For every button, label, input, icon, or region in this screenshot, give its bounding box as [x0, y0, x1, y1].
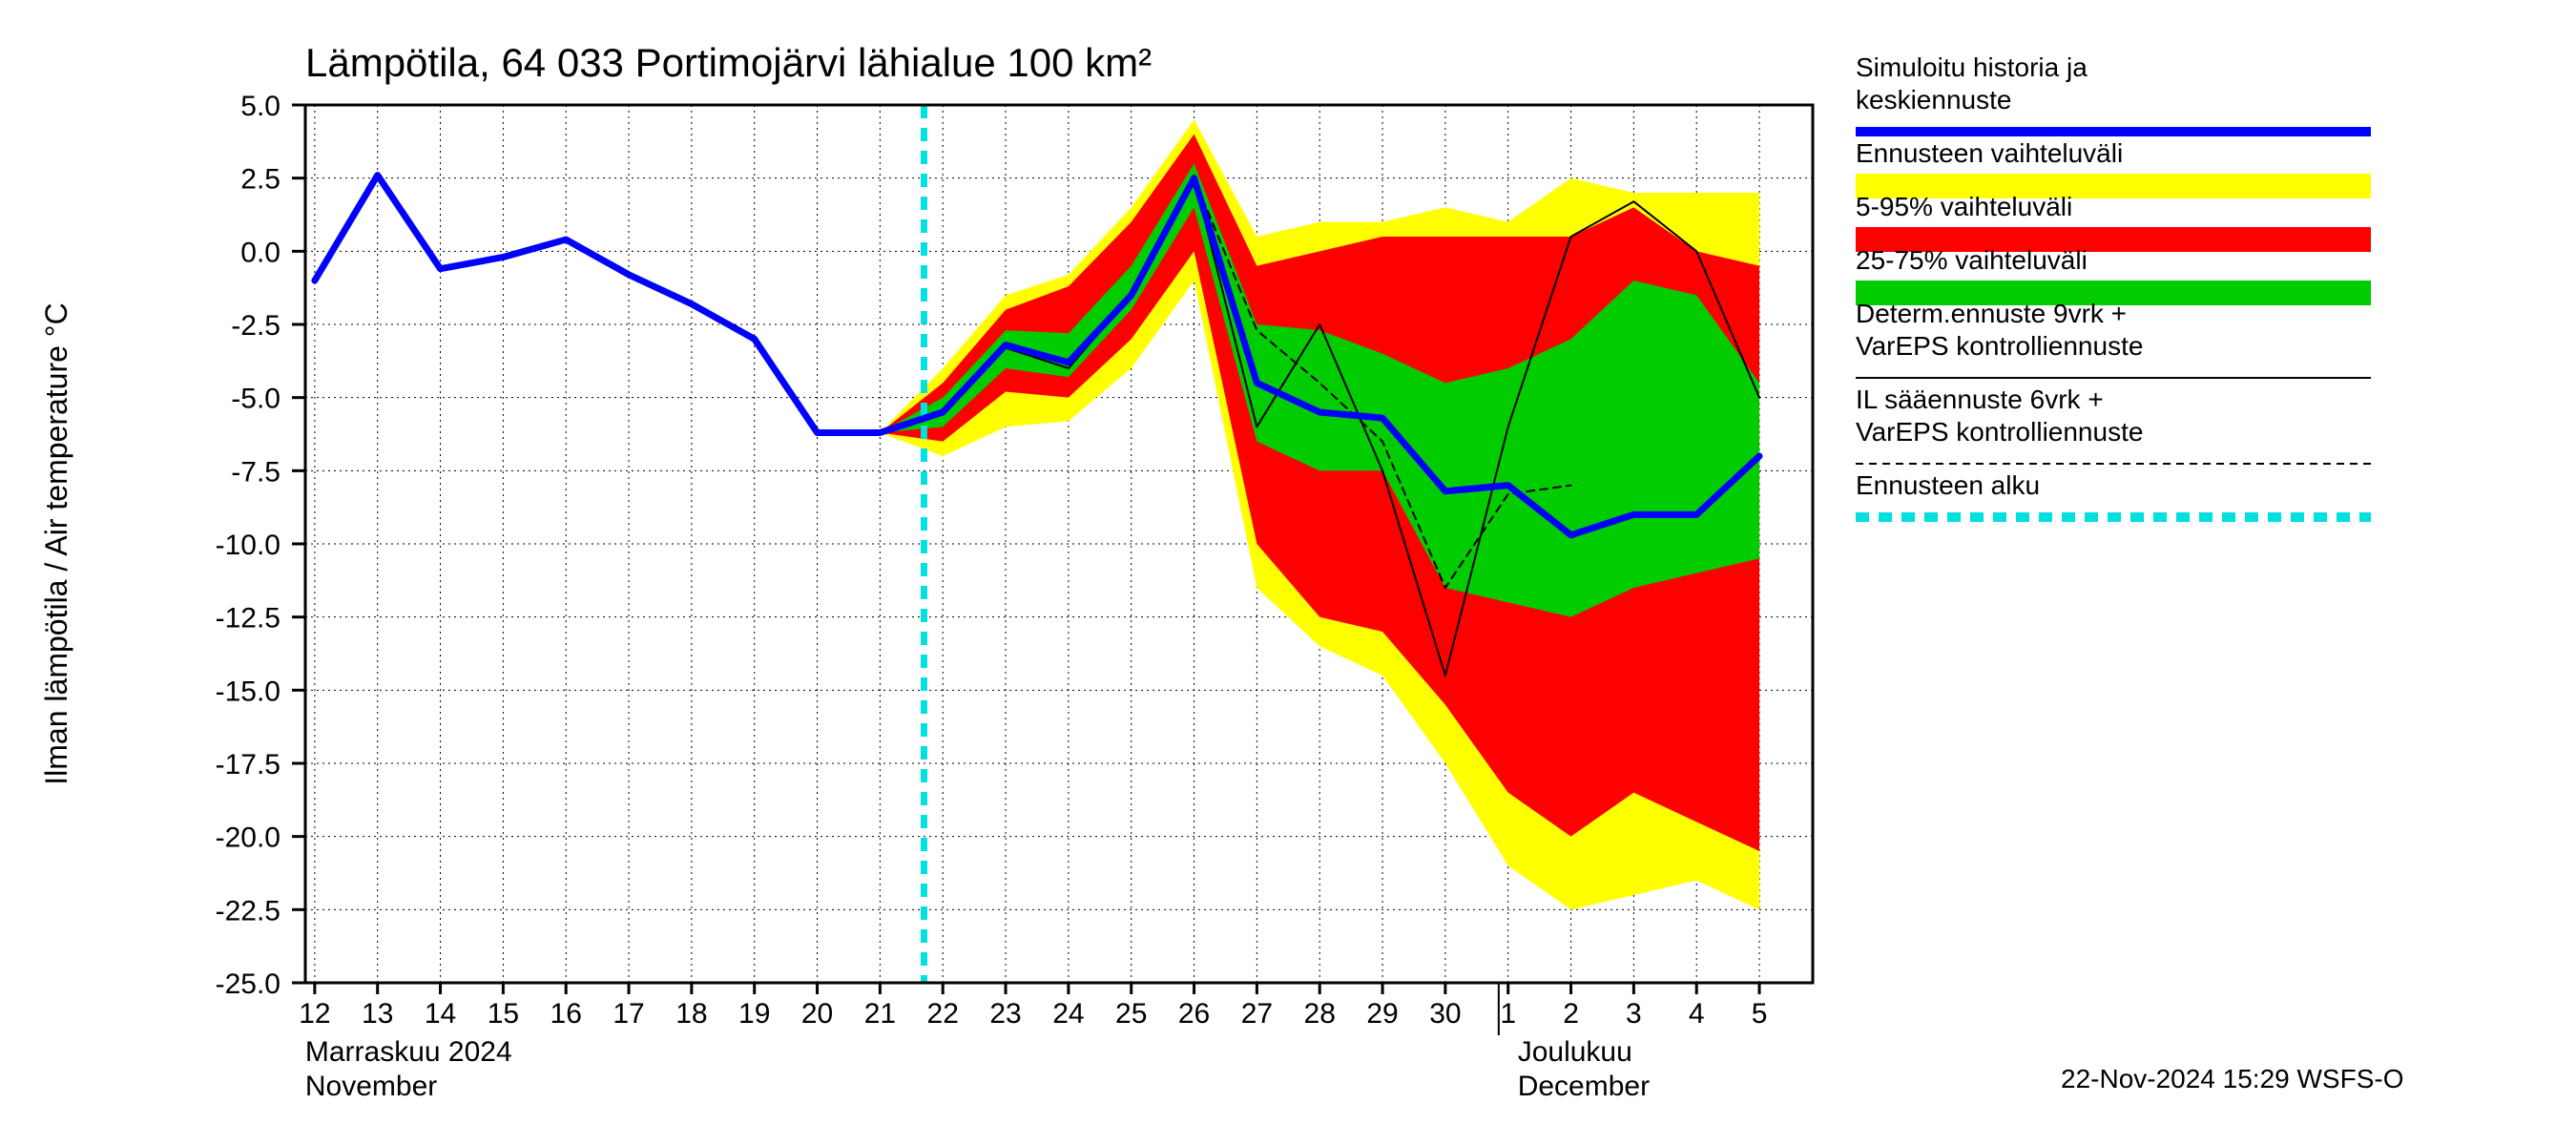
x-tick-label: 30 [1429, 998, 1461, 1030]
x-tick-label: 21 [864, 998, 896, 1030]
y-tick-label: -22.5 [216, 895, 280, 926]
footer-timestamp: 22-Nov-2024 15:29 WSFS-O [2061, 1064, 2404, 1093]
x-tick-label: 17 [613, 998, 644, 1030]
legend-label: IL sääennuste 6vrk + [1856, 385, 2104, 414]
x-tick-label: 28 [1304, 998, 1336, 1030]
y-tick-label: -20.0 [216, 822, 280, 854]
legend-label: VarEPS kontrolliennuste [1856, 331, 2143, 361]
month-label-en-2: December [1518, 1071, 1650, 1102]
x-tick-label: 3 [1626, 998, 1642, 1030]
month-label-fi-2: Joulukuu [1518, 1036, 1632, 1068]
y-tick-label: 5.0 [240, 91, 280, 122]
x-tick-label: 2 [1563, 998, 1579, 1030]
x-tick-label: 24 [1052, 998, 1084, 1030]
month-label-en: November [305, 1071, 437, 1102]
x-tick-label: 16 [551, 998, 582, 1030]
y-axis-label: Ilman lämpötila / Air temperature °C [39, 302, 73, 784]
x-tick-label: 19 [738, 998, 770, 1030]
x-tick-label: 18 [675, 998, 707, 1030]
x-tick-label: 22 [927, 998, 959, 1030]
chart-title: Lämpötila, 64 033 Portimojärvi lähialue … [305, 40, 1152, 85]
y-tick-label: -5.0 [231, 384, 280, 415]
y-tick-label: -15.0 [216, 676, 280, 707]
y-tick-label: -12.5 [216, 603, 280, 635]
legend-label: 25-75% vaihteluväli [1856, 245, 2088, 275]
legend-label: 5-95% vaihteluväli [1856, 192, 2072, 221]
x-tick-label: 26 [1178, 998, 1210, 1030]
y-tick-label: 0.0 [240, 237, 280, 268]
x-tick-label: 14 [425, 998, 456, 1030]
temperature-chart: -25.0 -22.5 -20.0 -17.5 -15.0 -12.5 -10.0 -7.5 -… [0, 0, 2576, 1145]
x-tick-label: 5 [1752, 998, 1768, 1030]
x-tick-label: 23 [989, 998, 1021, 1030]
legend-label: Determ.ennuste 9vrk + [1856, 299, 2127, 328]
x-tick-label: 15 [488, 998, 519, 1030]
x-tick-label: 29 [1366, 998, 1398, 1030]
x-tick-label: 4 [1689, 998, 1705, 1030]
legend-label: Simuloitu historia ja [1856, 52, 2088, 82]
x-tick-label: 20 [801, 998, 833, 1030]
month-label-fi: Marraskuu 2024 [305, 1036, 512, 1068]
y-tick-label: -2.5 [231, 310, 280, 342]
x-tick-label: 13 [362, 998, 393, 1030]
legend-label: Ennusteen vaihteluväli [1856, 138, 2123, 168]
legend-label: VarEPS kontrolliennuste [1856, 417, 2143, 447]
y-tick-label: -7.5 [231, 456, 280, 488]
x-tick-label: 27 [1241, 998, 1273, 1030]
x-tick-label: 12 [299, 998, 330, 1030]
legend-label: Ennusteen alku [1856, 470, 2040, 500]
y-tick-label: 2.5 [240, 164, 280, 196]
y-tick-label: -25.0 [216, 968, 280, 1000]
x-tick-label: 1 [1500, 998, 1516, 1030]
y-tick-label: -17.5 [216, 749, 280, 781]
y-tick-label: -10.0 [216, 530, 280, 561]
x-tick-label: 25 [1115, 998, 1147, 1030]
legend-label: keskiennuste [1856, 85, 2011, 114]
